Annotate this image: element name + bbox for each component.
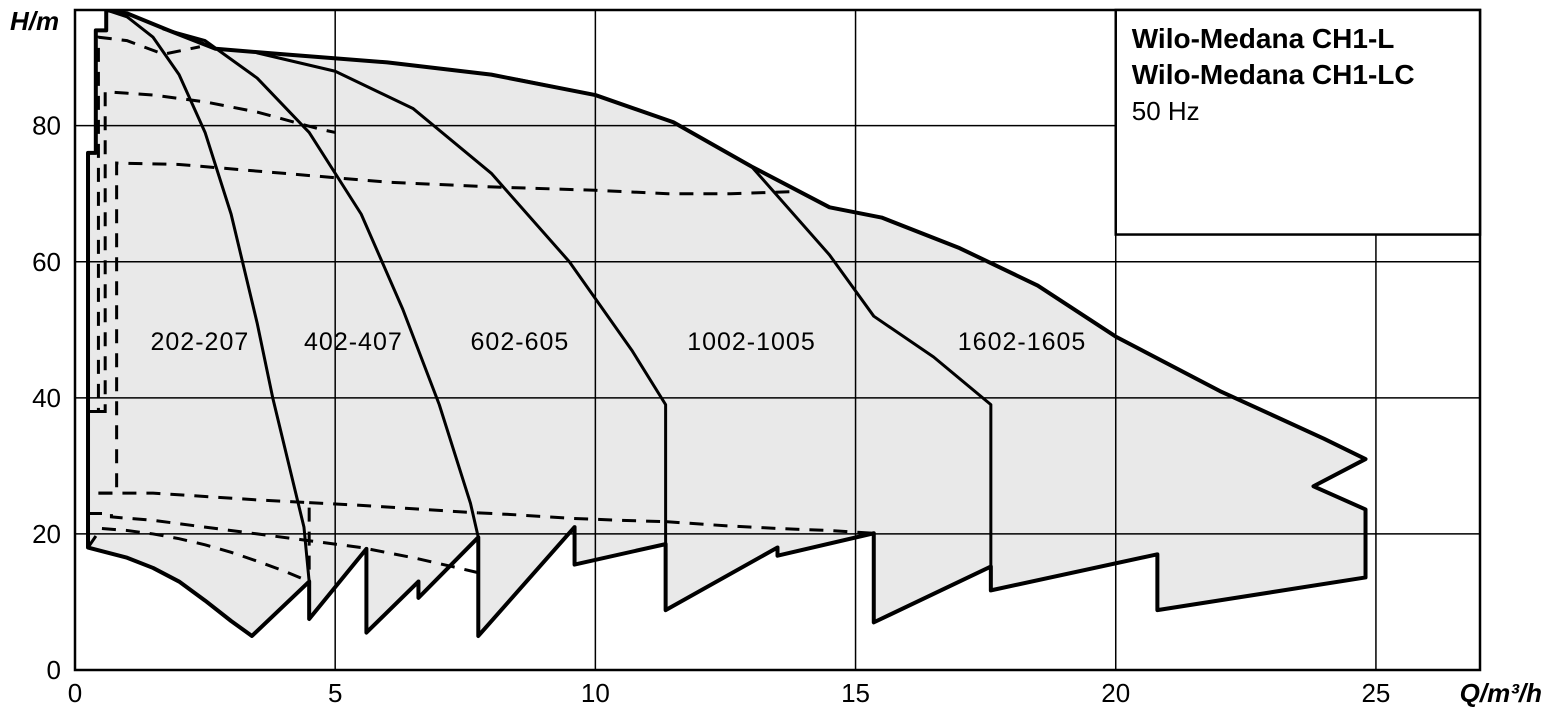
pump-curve-chart: 0 5 10 15 20 25 0 20 40 60 80 H/m Q/m³/h 202-207 402-4… [0,0,1552,721]
region-label-0: 202-207 [151,328,250,356]
x-tick-label: 20 [1101,678,1130,708]
x-tick-label: 10 [581,678,610,708]
chart-subtitle: 50 Hz [1132,96,1200,126]
chart-title-line: Wilo-Medana CH1-L [1132,23,1395,54]
y-tick-label: 40 [32,383,61,413]
chart-title-line: Wilo-Medana CH1-LC [1132,59,1415,90]
x-tick-label: 25 [1361,678,1390,708]
x-axis-label: Q/m³/h [1460,678,1542,708]
y-tick-label: 20 [32,519,61,549]
y-axis-label: H/m [10,6,59,36]
x-tick-label: 15 [841,678,870,708]
region-label-4: 1602-1605 [958,328,1087,356]
y-tick-label: 60 [32,247,61,277]
chart-container: 0 5 10 15 20 25 0 20 40 60 80 H/m Q/m³/h 202-207 402-4… [0,0,1552,721]
x-tick-label: 5 [328,678,342,708]
region-label-3: 1002-1005 [687,328,816,356]
region-label-1: 402-407 [304,328,403,356]
y-tick-label: 80 [32,111,61,141]
y-tick-label: 0 [47,655,61,685]
region-label-2: 602-605 [471,328,570,356]
x-tick-label: 0 [68,678,82,708]
